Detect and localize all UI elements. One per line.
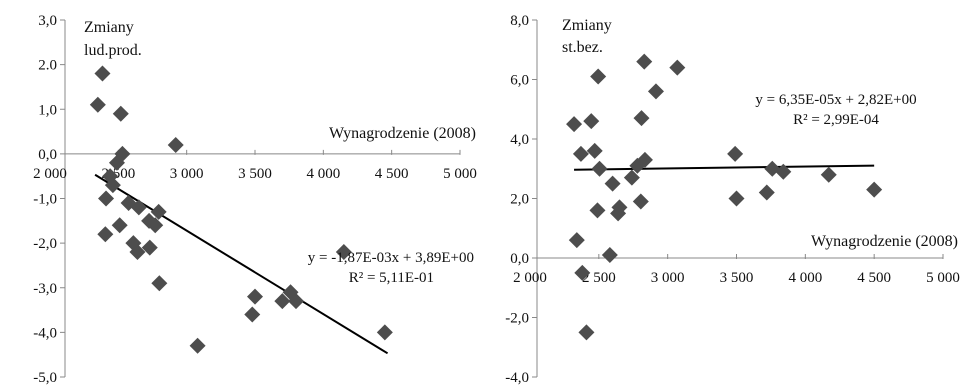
x-tick-label: 3 000 <box>170 166 204 182</box>
data-point <box>274 293 291 310</box>
data-point <box>89 96 106 113</box>
data-point <box>94 65 111 82</box>
y-tick-label: 0,0 <box>38 147 57 163</box>
data-point <box>108 154 125 171</box>
data-point <box>636 53 653 70</box>
data-point <box>604 175 621 192</box>
x-tick-label: 4 000 <box>306 166 340 182</box>
y-tick-label: 3,0 <box>38 13 57 29</box>
data-point <box>586 142 603 159</box>
x-tick-label: 3 500 <box>238 166 272 182</box>
data-point <box>623 169 640 186</box>
data-point <box>574 264 591 281</box>
data-point <box>583 113 600 130</box>
data-point <box>775 163 792 180</box>
y-tick-label: -1,0 <box>33 192 57 208</box>
y-tick-label: -4,0 <box>33 325 57 341</box>
x-tick-label: 3 500 <box>720 270 754 286</box>
data-point <box>97 226 114 243</box>
data-point <box>647 83 664 100</box>
x-tick-label: 2 500 <box>582 270 616 286</box>
y-axis-title: lud.prod. <box>84 42 142 59</box>
y-tick-label: 2.0 <box>38 58 57 74</box>
y-tick-label: 6,0 <box>510 73 529 89</box>
data-point <box>591 160 608 177</box>
data-point <box>129 244 146 261</box>
y-axis-title: Zmiany <box>562 17 612 34</box>
y-axis-title: st.bez. <box>562 39 603 56</box>
y-tick-label: -2,0 <box>505 311 529 327</box>
x-tick-label: 5 000 <box>443 166 477 182</box>
data-point <box>141 239 158 256</box>
data-point <box>244 306 261 323</box>
data-point <box>376 324 393 341</box>
trendline-equation: y = 6,35E-05x + 2,82E+00 <box>755 92 916 108</box>
data-point <box>189 337 206 354</box>
x-tick-label: 4 500 <box>857 270 891 286</box>
data-point <box>130 199 147 216</box>
r-squared: R² = 5,11E-01 <box>349 270 434 286</box>
data-point <box>589 202 606 219</box>
x-tick-label: 2 000 <box>513 270 547 286</box>
data-point <box>728 190 745 207</box>
data-point <box>669 59 686 76</box>
data-point <box>112 105 129 122</box>
data-point <box>820 166 837 183</box>
data-point <box>572 145 589 162</box>
data-point <box>167 136 184 153</box>
trendline <box>574 164 875 171</box>
data-point <box>632 193 649 210</box>
x-tick-label: 5 000 <box>926 270 960 286</box>
x-axis-title: Wynagrodzenie (2008) <box>811 233 958 250</box>
x-tick-label: 3 000 <box>651 270 685 286</box>
data-point <box>636 151 653 168</box>
y-tick-label: -2,0 <box>33 236 57 252</box>
data-point <box>590 68 607 85</box>
data-point <box>104 177 121 194</box>
x-tick-label: 4 500 <box>375 166 409 182</box>
data-point <box>147 217 164 234</box>
x-axis-title: Wynagrodzenie (2008) <box>329 125 476 142</box>
y-tick-label: -4,0 <box>505 370 529 386</box>
data-point <box>727 145 744 162</box>
data-point <box>151 275 168 292</box>
y-axis-title: Zmiany <box>84 19 134 36</box>
data-point <box>866 181 883 198</box>
data-point <box>578 324 595 341</box>
y-tick-label: 0,0 <box>510 251 529 267</box>
data-point <box>150 203 167 220</box>
data-point <box>601 247 618 264</box>
data-point <box>247 288 263 305</box>
data-point <box>758 184 775 201</box>
x-tick-label: 2 000 <box>33 166 67 182</box>
y-tick-label: 4,0 <box>510 132 529 148</box>
y-tick-label: 2,0 <box>510 192 529 208</box>
y-tick-label: 1,0 <box>38 102 57 118</box>
data-point <box>335 244 352 261</box>
data-point <box>111 217 128 234</box>
y-tick-label: 8,0 <box>510 13 529 29</box>
data-point <box>633 110 650 127</box>
x-tick-label: 4 000 <box>788 270 822 286</box>
y-tick-label: -5,0 <box>33 370 57 386</box>
data-point <box>288 293 304 310</box>
r-squared: R² = 2,99E-04 <box>793 112 879 128</box>
data-point <box>611 199 628 216</box>
trendline-equation: y = -1,87E-03x + 3,89E+00 <box>308 250 474 266</box>
data-point <box>566 116 583 133</box>
y-tick-label: -3,0 <box>33 281 57 297</box>
data-point <box>764 160 781 177</box>
data-point <box>98 190 115 207</box>
data-point <box>568 232 585 249</box>
